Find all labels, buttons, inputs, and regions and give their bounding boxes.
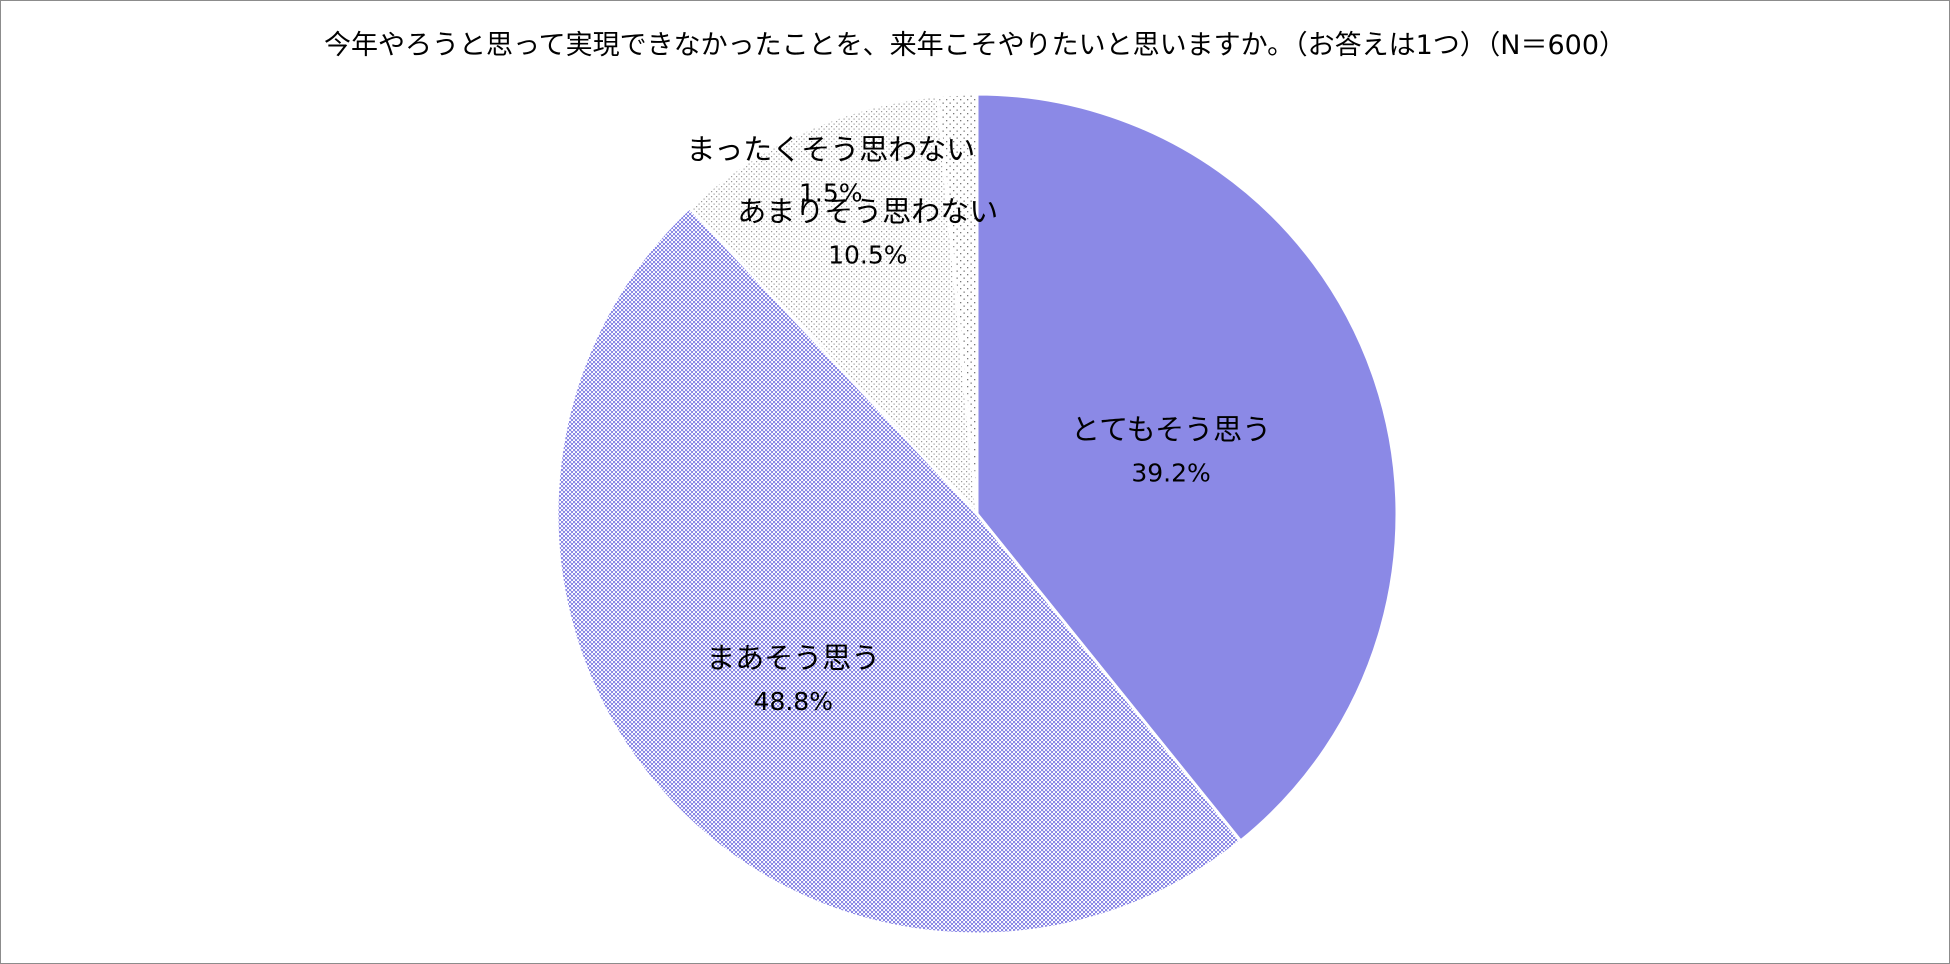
slice-label: とてもそう思う — [1071, 413, 1271, 447]
slice-value-label: 10.5% — [828, 241, 907, 270]
pie-slice — [935, 92, 979, 515]
slice-value-label: 39.2% — [1131, 459, 1210, 488]
chart-title: 今年やろうと思って実現できなかったことを、来年こそやりたいと思いますか。（お答え… — [323, 30, 1627, 61]
pie-slice — [555, 205, 1243, 936]
slice-label: あまりそう思わない — [737, 195, 998, 229]
pie-slice — [975, 92, 1399, 844]
slice-value-label: 48.8% — [754, 687, 833, 716]
slice-label: まあそう思う — [706, 641, 880, 675]
pie-slice — [687, 94, 979, 519]
slice-label: まったくそう思わない — [686, 132, 975, 166]
slice-value-label: 1.5% — [799, 178, 863, 207]
